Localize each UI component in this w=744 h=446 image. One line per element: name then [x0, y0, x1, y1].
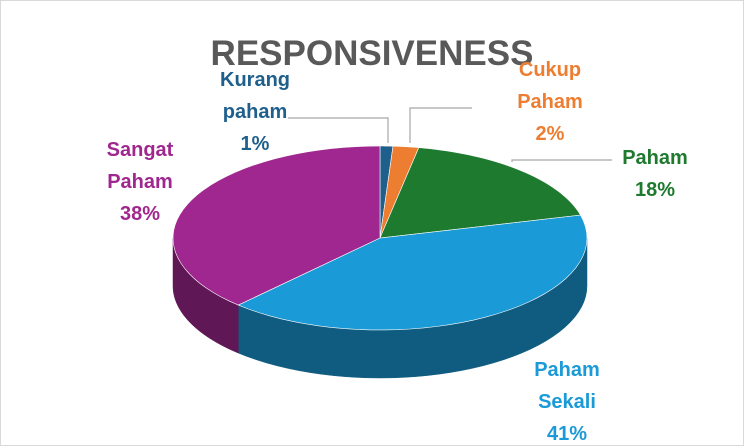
- label-category: Paham: [622, 147, 688, 169]
- chart-title: RESPONSIVENESS: [210, 34, 534, 73]
- data-label: Paham 18%: [600, 142, 710, 206]
- leader-line: [511, 159, 612, 162]
- label-percent: 18%: [634, 179, 676, 201]
- data-label: Cukup Paham 2%: [495, 54, 605, 150]
- label-category: Sangat Paham: [106, 139, 174, 193]
- pie-slice: [379, 147, 582, 239]
- data-label: Paham Sekali 41%: [512, 354, 622, 446]
- label-category: Kurang paham: [220, 69, 290, 123]
- label-percent: 38%: [119, 203, 161, 225]
- label-category: Paham Sekali: [534, 359, 600, 413]
- label-category: Cukup Paham: [517, 59, 583, 113]
- leader-line: [288, 117, 389, 143]
- leader-line: [409, 107, 472, 143]
- data-label: Kurang paham 1%: [200, 64, 310, 160]
- label-percent: 2%: [535, 123, 565, 145]
- pie-slice: [172, 145, 381, 306]
- data-label: Sangat Paham 38%: [85, 134, 195, 230]
- label-percent: 1%: [240, 133, 270, 155]
- pie-slice: [237, 214, 588, 331]
- label-percent: 41%: [546, 423, 588, 445]
